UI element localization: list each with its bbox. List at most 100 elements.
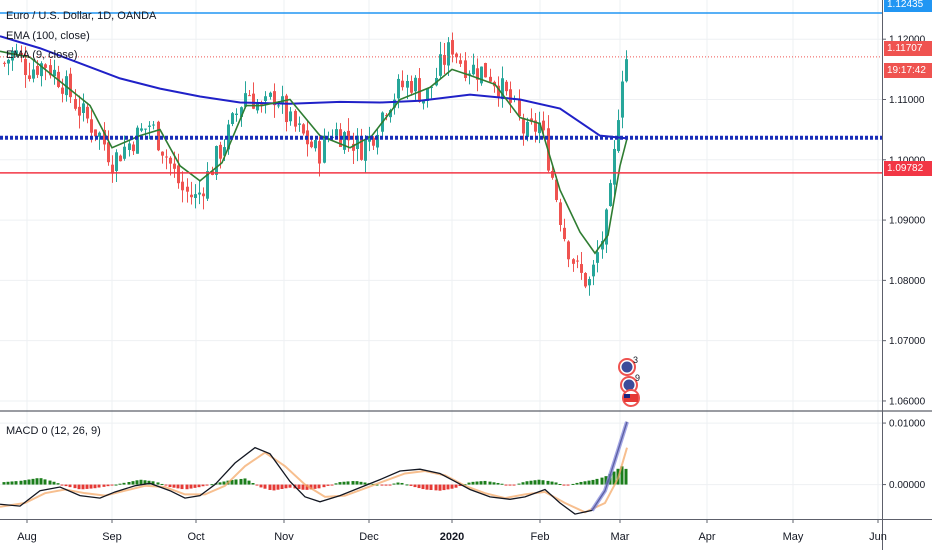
macd-bar [454,484,458,488]
macd-bar [600,477,604,485]
macd-bar [19,480,23,485]
macd-bar [334,483,338,485]
candle-body [136,127,139,154]
candle-body [169,157,172,164]
candle-body [347,130,350,141]
countdown-tag: 19:17:42 [884,63,932,78]
macd-bar [85,484,89,489]
candle-body [572,259,575,264]
candle-body [343,132,346,150]
event-flag-3 [622,389,640,407]
macd-bar [39,478,43,485]
macd-bar [450,484,454,489]
macd-bar [23,480,27,485]
candle-body [596,252,599,263]
macd-bar [6,481,10,485]
grid [0,0,882,519]
macd-bar [521,482,525,485]
event-markers: 39 [618,355,640,407]
candle-body [198,192,201,195]
macd-bar [276,484,280,490]
macd-bar [218,482,222,485]
candle-body [389,110,392,118]
macd-axis: 0.01000 0.00000 [882,419,926,491]
time-tick-label: Aug [17,531,37,543]
candle-body [298,123,301,125]
time-tick-label: Feb [531,531,550,543]
candle-body [82,103,85,113]
candle-body [252,93,255,109]
macd-bar [434,484,438,491]
macd-bar [114,484,118,486]
macd-bar [234,479,238,485]
time-tick-label: Nov [274,531,294,543]
candle-body [422,99,425,104]
time-tick-label: Oct [187,531,204,543]
time-tick-label: May [783,531,804,543]
candle-body [90,119,93,133]
candle-body [451,40,454,55]
macd-bar [151,481,155,485]
macd-bar [375,484,379,486]
macd-bar [56,483,60,485]
macd-bar [500,483,504,485]
macd-bar [413,484,417,488]
macd-bar [587,480,591,485]
macd-bar [135,480,139,485]
macd-tick-label: 0.01000 [889,419,926,430]
macd-bar [189,484,193,489]
candle-body [356,135,359,149]
macd-bar [118,483,122,485]
macd-bar [351,481,355,485]
macd-bar [64,484,68,487]
macd-bar [301,484,305,490]
macd-bar [93,484,97,489]
price-tick-label: 1.07000 [889,336,926,347]
macd-bar [297,484,301,490]
macd-bar [496,482,500,485]
time-tick-label: Apr [698,531,715,543]
ema-slow-legend[interactable]: EMA (100, close) [6,30,90,42]
candle-body [231,113,234,124]
macd-bar [139,479,143,485]
macd-bar [280,484,284,489]
candle-body [522,117,525,134]
event-flag-2: 9 [620,373,640,394]
macd-signal-line [0,447,628,514]
flag-count: 3 [633,355,638,365]
macd-bar [251,483,255,485]
candle-body [609,183,612,207]
ema-fast-legend[interactable]: EMA (9, close) [6,49,78,61]
macd-bar [409,484,413,486]
macd-bar [330,484,334,486]
macd-bar [176,484,180,489]
candle-body [518,99,521,117]
candle-body [501,78,504,99]
macd-bar [143,480,147,485]
candle-body [443,55,446,65]
macd-bar [579,481,583,485]
macd-bar [388,484,392,486]
candle-body [177,165,180,184]
macd-bar [317,484,321,489]
macd-bar [550,481,554,485]
macd-bar [595,478,599,485]
candle-body [414,77,417,92]
candle-body [15,50,18,54]
candle-body [20,52,23,56]
time-tick-label: Jun [869,531,887,543]
ema-slow-line [0,35,626,140]
macd-bar [127,482,131,485]
macd-bar [529,480,533,485]
candle-body [406,81,409,88]
macd-bar [197,484,201,488]
macd-legend[interactable]: MACD 0 (12, 26, 9) [6,425,101,437]
candle-body [530,118,533,122]
macd-histogram [2,466,628,491]
candle-body [24,59,27,75]
macd-bar [512,484,516,486]
candle-body [563,227,566,240]
